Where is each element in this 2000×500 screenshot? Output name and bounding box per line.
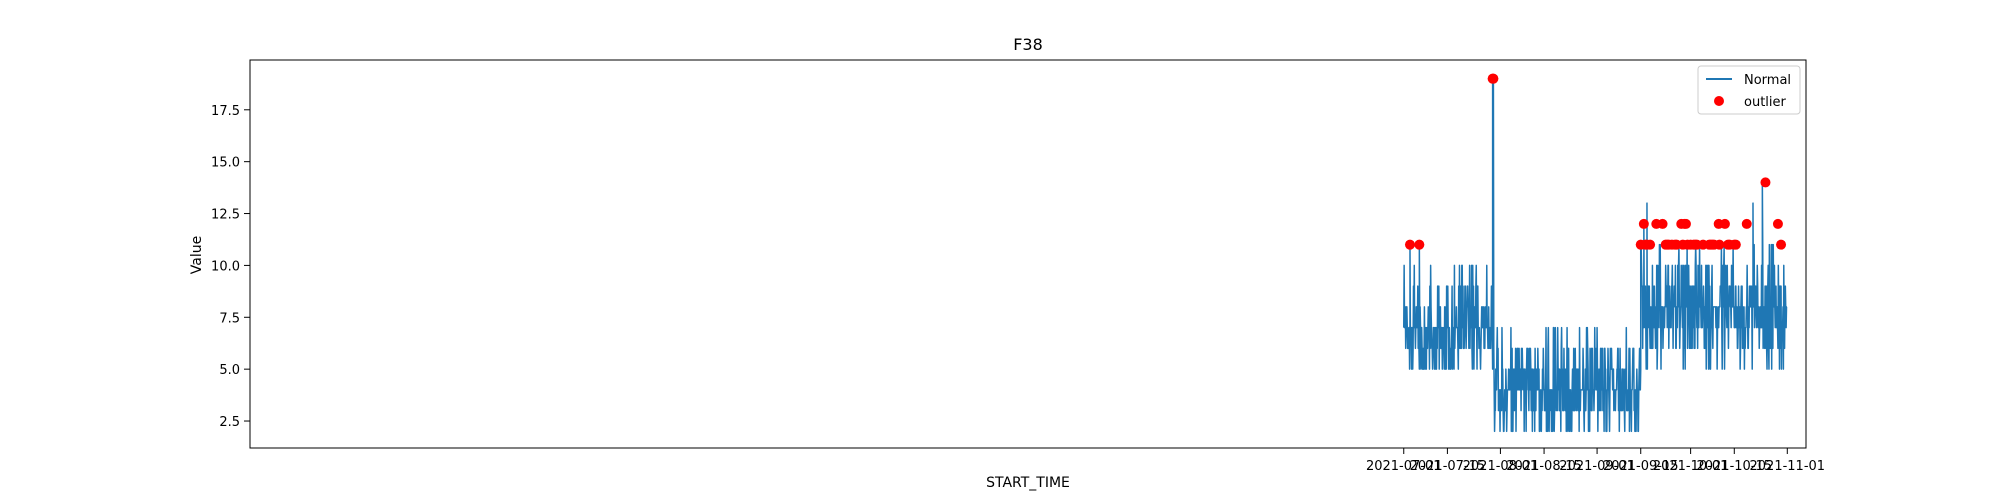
- chart-title: F38: [1013, 35, 1043, 54]
- axis-ticks: 2021-07-012021-07-152021-08-012021-08-15…: [211, 104, 1825, 474]
- y-tick-label: 5.0: [219, 363, 240, 378]
- x-tick-label: 2021-11-01: [1750, 459, 1826, 474]
- outlier-point: [1760, 177, 1771, 188]
- x-tick-label: 2021-08-15: [1506, 459, 1582, 474]
- legend: Normal outlier: [1697, 65, 1801, 115]
- y-tick-label: 7.5: [219, 311, 240, 326]
- outlier-point: [1414, 239, 1425, 250]
- y-tick-label: 12.5: [211, 208, 240, 223]
- plot-area: [1403, 73, 1788, 433]
- y-tick-label: 2.5: [219, 415, 240, 430]
- outlier-point: [1714, 239, 1725, 250]
- outlier-point: [1741, 218, 1752, 229]
- legend-outlier-marker: [1714, 96, 1724, 106]
- outlier-point: [1719, 218, 1730, 229]
- outlier-point: [1645, 239, 1656, 250]
- y-tick-label: 17.5: [211, 104, 240, 119]
- outlier-point: [1680, 218, 1691, 229]
- x-tick-label: 2021-10-15: [1696, 459, 1772, 474]
- x-tick-label: 2021-09-15: [1603, 459, 1679, 474]
- x-tick-label: 2021-08-01: [1463, 459, 1539, 474]
- outlier-point: [1657, 218, 1668, 229]
- x-axis-label: START_TIME: [986, 475, 1070, 491]
- x-tick-label: 2021-10-01: [1653, 459, 1729, 474]
- x-tick-label: 2021-09-01: [1559, 459, 1635, 474]
- x-tick-label: 2021-07-15: [1410, 459, 1486, 474]
- outlier-point: [1772, 218, 1783, 229]
- y-axis-label: Value: [189, 236, 205, 274]
- legend-outlier-label: outlier: [1744, 95, 1787, 110]
- outlier-point: [1638, 218, 1649, 229]
- normal-series-line: [1403, 77, 1788, 433]
- y-tick-label: 15.0: [211, 156, 240, 171]
- outlier-point: [1776, 239, 1787, 250]
- outlier-point: [1404, 239, 1415, 250]
- legend-normal-label: Normal: [1744, 73, 1791, 88]
- outlier-point: [1488, 73, 1499, 84]
- y-tick-label: 10.0: [211, 259, 240, 274]
- axes-frame: [249, 59, 1807, 449]
- outlier-point: [1730, 239, 1741, 250]
- x-tick-label: 2021-07-01: [1366, 459, 1442, 474]
